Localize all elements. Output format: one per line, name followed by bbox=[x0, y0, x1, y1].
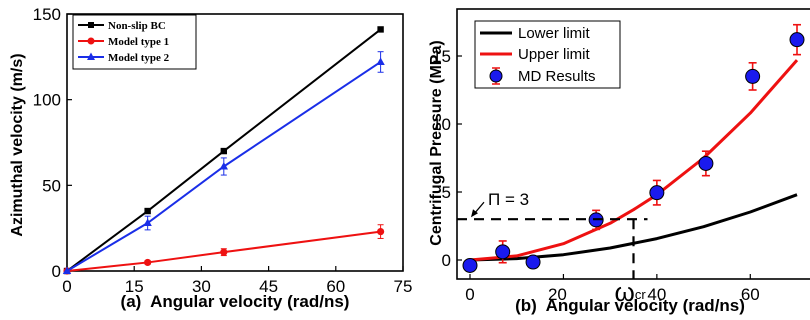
panel-b-md-point bbox=[745, 68, 761, 84]
panel-b-plot-area bbox=[456, 8, 810, 280]
panel-a-series bbox=[62, 26, 385, 275]
panel-a-point bbox=[144, 207, 151, 215]
panel-b-series bbox=[462, 23, 805, 273]
panel-a-point bbox=[219, 161, 228, 170]
panel-b-md-point bbox=[525, 254, 541, 270]
panel-a-legend-label-2: Model type 2 bbox=[108, 52, 170, 64]
panel-b-x-tick-label-3: 60 bbox=[741, 285, 760, 304]
panel-a-x-tick-label-4: 60 bbox=[326, 277, 345, 296]
panel-a-point bbox=[377, 227, 385, 236]
panel-b-caption: (b) Angular velocity (rad/ns) bbox=[515, 296, 745, 315]
panel-a-x-tick-label-5: 75 bbox=[394, 277, 413, 296]
panel-b-y-axis-label: Centrifugal Pressure (MPa) bbox=[428, 40, 445, 245]
panel-a-chart: Azimuthal velocity (m/s) (a) Angular vel… bbox=[9, 5, 412, 311]
panel-a-point bbox=[144, 258, 152, 267]
panel-b-y-tick-label-3: 15 bbox=[432, 47, 451, 66]
panel-a-y-tick-label-0: 0 bbox=[52, 262, 61, 281]
panel-a-series-line-2 bbox=[66, 61, 382, 272]
legend-triangle-marker bbox=[87, 52, 95, 60]
panel-a-series-line-1 bbox=[66, 230, 381, 272]
panel-b-ticks: 0 20 40 60 0 5 10 15 bbox=[432, 47, 760, 304]
panel-b-md-point bbox=[698, 155, 714, 171]
panel-a-point bbox=[376, 57, 385, 65]
panel-b-x-tick-label-1: 20 bbox=[548, 285, 567, 304]
panel-a-legend-label-1: Model type 1 bbox=[108, 36, 169, 48]
panel-a-y-axis-label: Azimuthal velocity (m/s) bbox=[9, 53, 26, 236]
panel-b-x-tick-label-0: 0 bbox=[465, 285, 474, 304]
panel-a-point bbox=[377, 26, 384, 33]
panel-b-legend: Lower limit Upper limit MD Results bbox=[474, 20, 621, 89]
panel-a-caption: (a) Angular velocity (rad/ns) bbox=[121, 292, 350, 311]
omega-cr-subscript: cr bbox=[635, 287, 647, 302]
panel-a-x-tick-label-0: 0 bbox=[62, 277, 71, 296]
panel-a-series-line-0 bbox=[66, 28, 382, 272]
panel-a-point bbox=[220, 248, 228, 256]
panel-b-legend-label-2: MD Results bbox=[518, 68, 596, 85]
panel-b-md-point bbox=[495, 244, 511, 260]
pi-label: Π = 3 bbox=[488, 190, 529, 209]
panel-a-y-tick-label-2: 100 bbox=[33, 91, 61, 110]
legend-square-marker bbox=[88, 22, 94, 28]
panel-b-y-tick-label-1: 5 bbox=[442, 183, 451, 202]
panel-a-legend-label-0: Non-slip BC bbox=[108, 20, 166, 32]
panel-b-legend-label-1: Upper limit bbox=[518, 46, 591, 63]
panel-a-legend: Non-slip BC Model type 1 Model type 2 bbox=[72, 14, 197, 70]
panel-a-x-tick-label-2: 30 bbox=[192, 277, 211, 296]
legend-md-marker bbox=[489, 69, 503, 83]
panel-b-md-point bbox=[649, 185, 665, 201]
pi-arrow-head bbox=[471, 209, 478, 218]
panel-a-point bbox=[62, 266, 72, 274]
panel-a-y-tick-label-1: 50 bbox=[42, 176, 61, 195]
panel-b-y-tick-label-0: 0 bbox=[442, 251, 451, 270]
panel-a-y-tick-label-3: 150 bbox=[33, 5, 61, 24]
panel-b-y-tick-label-2: 10 bbox=[432, 115, 451, 134]
panel-a-ticks: 0 15 30 45 60 75 0 50 100 150 bbox=[33, 5, 413, 296]
panel-b-md-point bbox=[462, 257, 478, 273]
panel-b-legend-label-0: Lower limit bbox=[518, 25, 591, 42]
panel-a-plot-area bbox=[66, 13, 404, 272]
panel-a-point bbox=[220, 147, 227, 155]
panel-a-x-tick-label-3: 45 bbox=[259, 277, 278, 296]
panel-b-x-tick-label-2: 40 bbox=[647, 285, 666, 304]
panel-a-x-tick-label-1: 15 bbox=[125, 277, 144, 296]
panel-b-series-line-1 bbox=[469, 59, 799, 262]
legend-circle-marker bbox=[87, 37, 95, 45]
panel-a-point bbox=[143, 218, 152, 227]
panel-b-md-point bbox=[789, 32, 805, 48]
panel-b-chart: Centrifugal Pressure (MPa) (b) Angular v… bbox=[428, 8, 810, 315]
